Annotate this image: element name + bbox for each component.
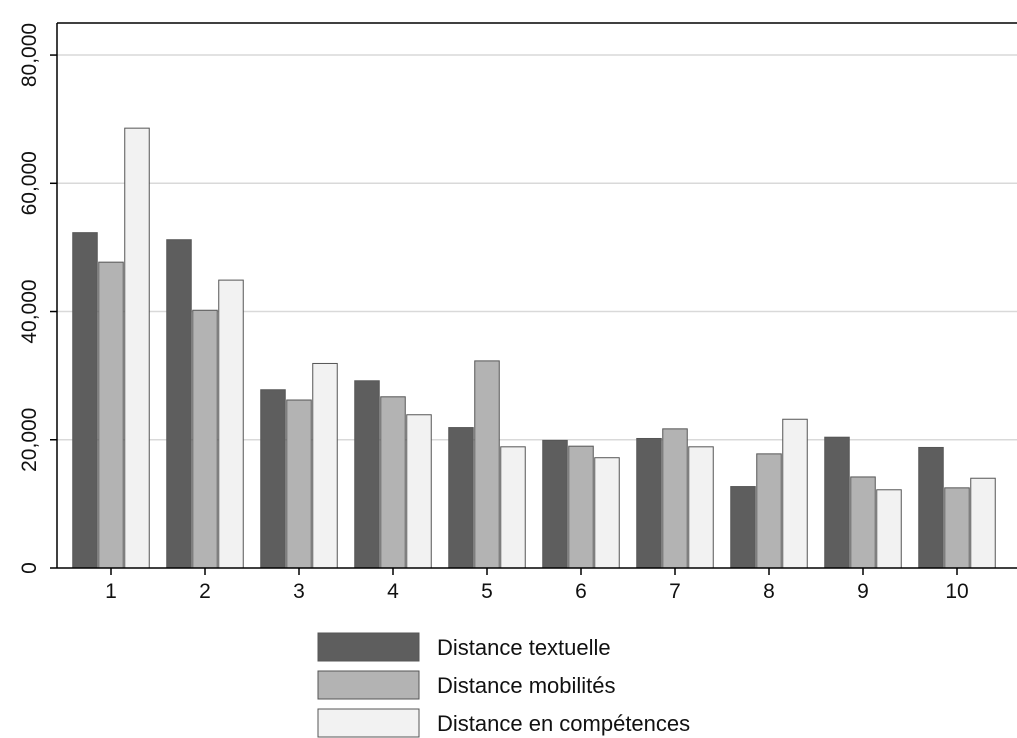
- y-tick-label: 60,000: [18, 151, 41, 215]
- x-tick-label: 3: [293, 580, 305, 603]
- bar-2-7: [662, 428, 688, 569]
- bar-2-10: [944, 487, 970, 569]
- x-tick-label: 5: [481, 580, 493, 603]
- legend-swatch-1: [317, 632, 420, 662]
- bar-1-9: [824, 436, 850, 569]
- bar-3-4: [406, 414, 432, 569]
- y-tick-label: 20,000: [18, 408, 41, 472]
- bar-1-4: [354, 380, 380, 569]
- bar-3-2: [218, 279, 244, 569]
- bar-1-10: [918, 446, 944, 569]
- x-tick-label: 9: [857, 580, 869, 603]
- x-tick-label: 8: [763, 580, 775, 603]
- x-tick-label: 2: [199, 580, 211, 603]
- bar-3-6: [594, 457, 620, 569]
- bar-2-5: [474, 360, 500, 569]
- bar-3-10: [970, 477, 996, 569]
- x-axis-ticks: 1 2 3 4 5 6 7 8 9 10: [105, 568, 969, 603]
- legend: Distance textuelle Distance mobilités Dist…: [317, 632, 690, 738]
- y-tick-label: 40,000: [18, 279, 41, 343]
- axes: [56, 22, 1017, 569]
- bar-1-8: [730, 486, 756, 569]
- bar-1-2: [166, 239, 192, 569]
- bar-2-6: [568, 445, 594, 569]
- legend-swatch-3: [317, 708, 420, 738]
- bar-2-8: [756, 453, 782, 569]
- bar-2-3: [286, 399, 312, 569]
- legend-label-1: Distance textuelle: [437, 635, 611, 660]
- legend-label-3: Distance en compétences: [437, 711, 690, 736]
- bar-3-1: [124, 127, 150, 569]
- bar-2-4: [380, 396, 406, 569]
- x-tick-label: 7: [669, 580, 681, 603]
- bar-1-6: [542, 439, 568, 569]
- bar-2-2: [192, 309, 218, 569]
- bar-3-3: [312, 362, 338, 569]
- bar-1-5: [448, 427, 474, 569]
- bar-3-5: [500, 446, 526, 569]
- x-tick-label: 4: [387, 580, 399, 603]
- x-tick-label: 6: [575, 580, 587, 603]
- y-axis-ticks: 0 20,000 40,000 60,000 80,000: [18, 23, 57, 574]
- bar-3-8: [782, 418, 808, 569]
- bar-3-9: [876, 489, 902, 569]
- bar-1-3: [260, 389, 286, 569]
- legend-swatch-2: [317, 670, 420, 700]
- bar-1-1: [72, 232, 98, 569]
- bar-1-7: [636, 437, 662, 569]
- bar-3-7: [688, 446, 714, 569]
- bar-2-1: [98, 261, 124, 569]
- x-tick-label: 10: [945, 580, 968, 603]
- bar-2-9: [850, 476, 876, 569]
- x-tick-label: 1: [105, 580, 117, 603]
- y-tick-label: 0: [18, 562, 41, 574]
- y-tick-label: 80,000: [18, 23, 41, 87]
- bars: [72, 127, 996, 569]
- legend-label-2: Distance mobilités: [437, 673, 616, 698]
